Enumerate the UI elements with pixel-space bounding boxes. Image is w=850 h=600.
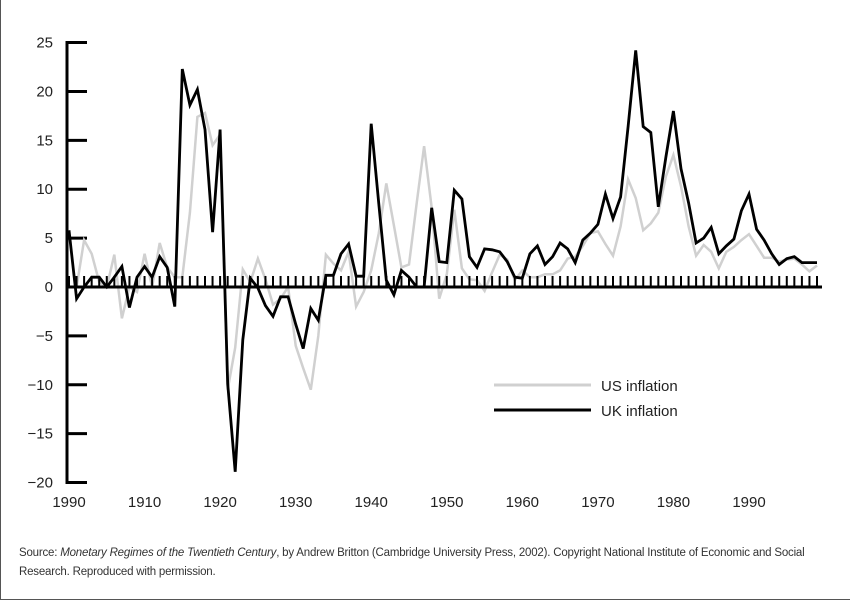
- y-tick-label: 5: [45, 230, 53, 247]
- x-tick-label: 1910: [128, 494, 161, 511]
- caption-prefix: Source:: [19, 547, 61, 559]
- caption-rest: , by Andrew Britton (Cambridge Universit…: [19, 547, 805, 578]
- x-tick-label: 1950: [430, 494, 463, 511]
- y-tick-label: 25: [36, 35, 53, 52]
- y-tick-label: 0: [45, 279, 53, 296]
- y-tick-label: 20: [36, 83, 53, 100]
- y-axis: 25 20 15 10 5 0 −5 −10 −15 −20: [28, 35, 87, 492]
- x-tick-label: 1940: [355, 494, 388, 511]
- series-line-us: [69, 111, 818, 391]
- x-tick-label: 1990: [732, 494, 765, 511]
- x-axis-labels: 1990 1910 1920 1930 1940 1950 1960 1970 1980 1990: [52, 494, 765, 511]
- caption-book-title: Monetary Regimes of the Twentieth Centur…: [60, 547, 277, 559]
- x-tick-label: 1960: [506, 494, 539, 511]
- x-tick-label: 1920: [203, 494, 236, 511]
- series-line-uk: [67, 50, 817, 472]
- x-tick-label: 1930: [279, 494, 312, 511]
- x-tick-label: 1990: [52, 494, 85, 511]
- x-tick-label: 1970: [581, 494, 614, 511]
- legend-label-us: US inflation: [601, 378, 678, 395]
- source-caption: Source: Monetary Regimes of the Twentiet…: [19, 544, 819, 582]
- legend: US inflation UK inflation: [494, 378, 678, 420]
- series-layer: [67, 50, 818, 472]
- y-tick-label: −15: [28, 426, 53, 443]
- zero-axis: [67, 276, 822, 289]
- x-tick-label: 1980: [657, 494, 690, 511]
- y-tick-label: −5: [36, 328, 53, 345]
- legend-label-uk: UK inflation: [601, 403, 678, 420]
- y-tick-label: −20: [28, 475, 53, 492]
- y-tick-label: −10: [28, 377, 53, 394]
- y-tick-label: 10: [36, 181, 53, 198]
- y-tick-label: 15: [36, 132, 53, 149]
